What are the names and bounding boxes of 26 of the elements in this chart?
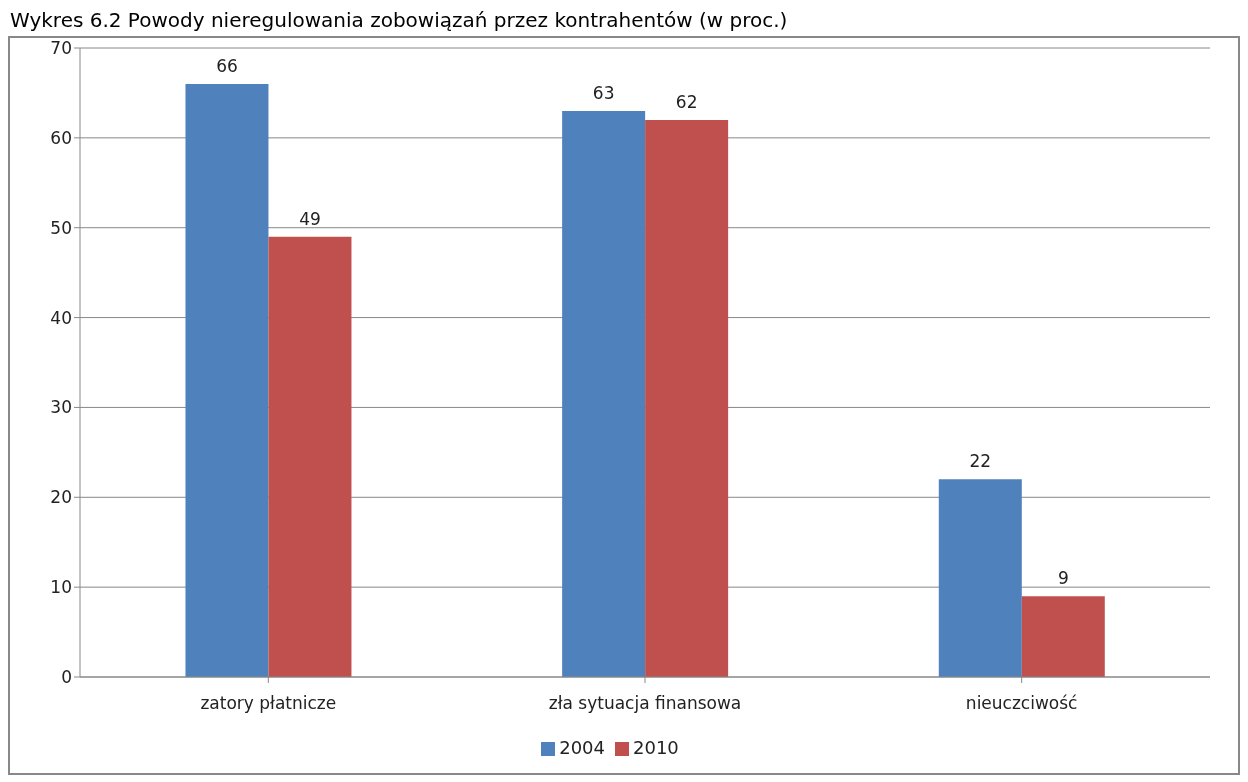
bar [268,236,352,677]
y-tick-label: 50 [50,217,72,238]
legend-label: 2004 [559,737,605,758]
y-tick-label: 60 [50,127,72,148]
y-tick-label: 10 [50,577,72,598]
data-label: 63 [592,82,615,103]
x-tick-label: zła sytuacja finansowa [548,693,742,714]
bar [938,479,1022,677]
bar [185,83,269,677]
y-tick-label: 70 [50,38,72,59]
bar [562,110,646,677]
x-tick-label: zatory płatnicze [200,693,337,714]
data-label: 22 [969,451,992,472]
data-label: 66 [216,55,238,76]
legend-label: 2010 [633,737,679,758]
bar [1021,596,1105,677]
data-label: 62 [675,91,698,112]
data-label: 9 [1057,568,1069,589]
bar [645,119,729,677]
y-tick-label: 30 [50,397,72,418]
chart-title: Wykres 6.2 Powody nieregulowania zobowiązań przez kontrahentów (w proc.) [9,8,789,34]
y-tick-label: 0 [61,667,72,688]
y-tick-label: 20 [50,487,72,508]
data-label: 49 [299,208,321,229]
x-tick-label: nieuczciwość [965,693,1078,714]
y-tick-label: 40 [50,307,72,328]
